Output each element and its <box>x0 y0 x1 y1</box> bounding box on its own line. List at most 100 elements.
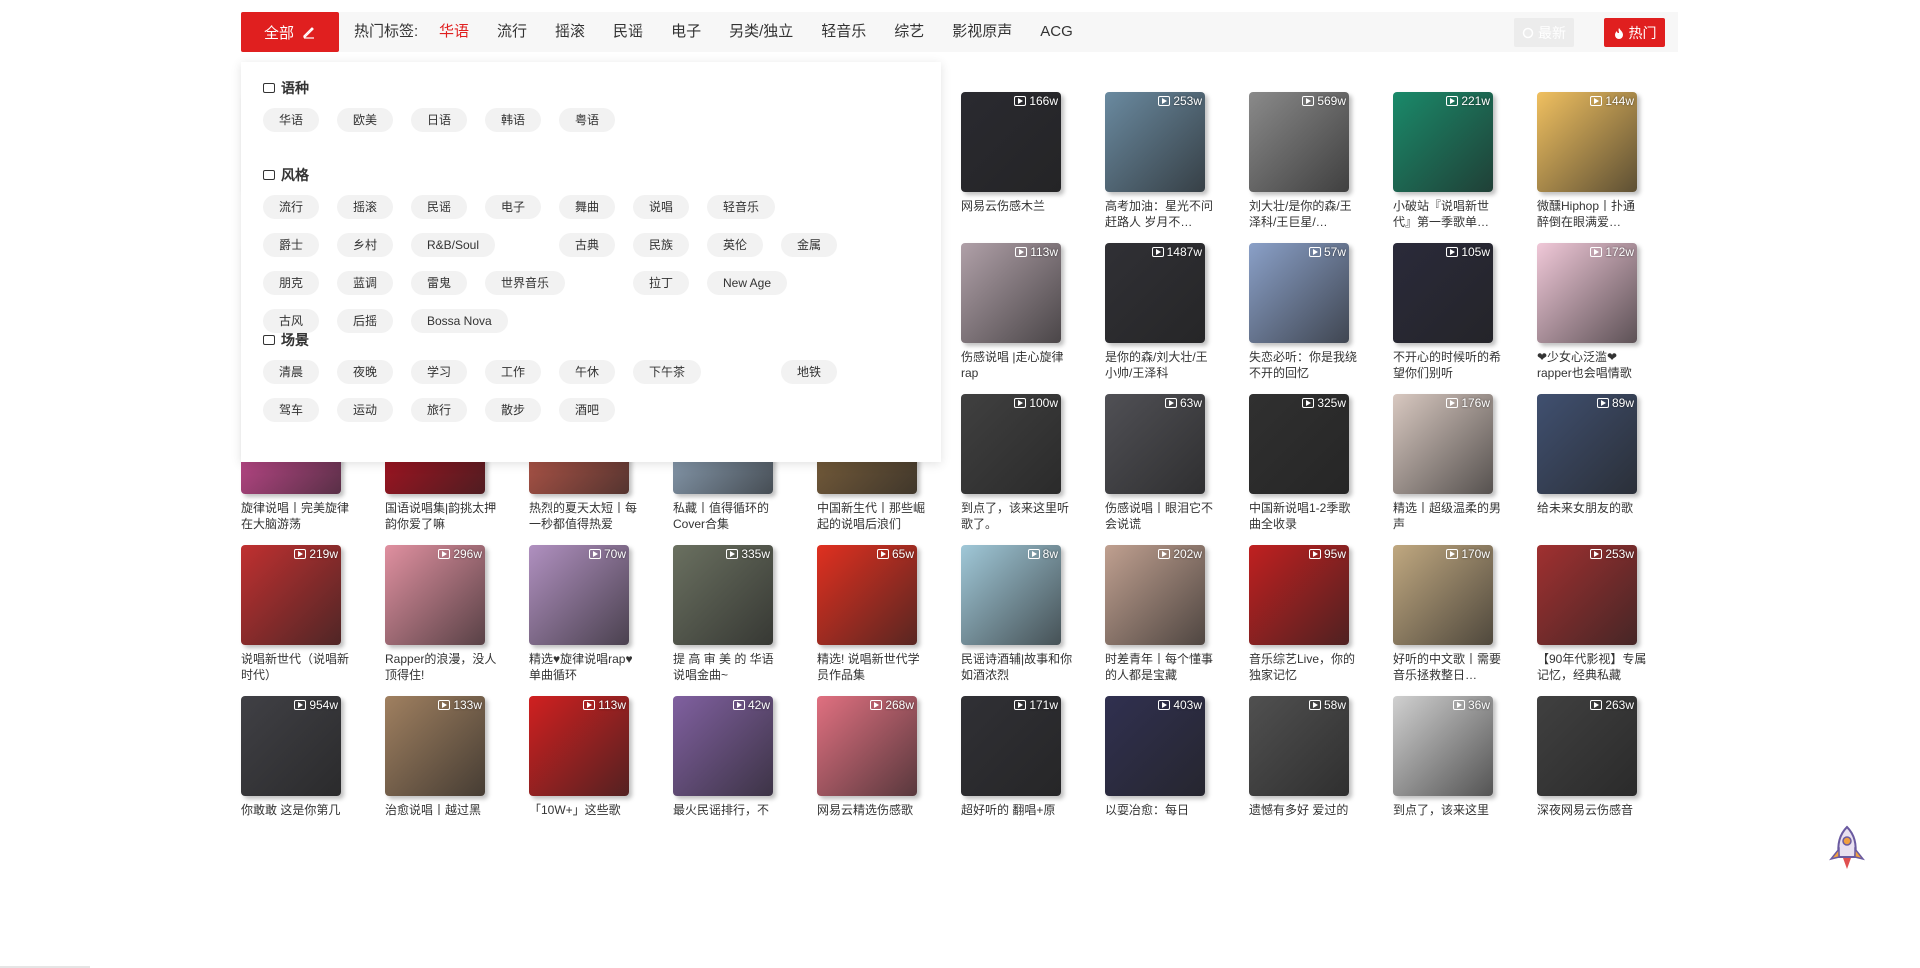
hot-tag-7[interactable]: 综艺 <box>894 23 925 40</box>
playlist-title[interactable]: 给未来女朋友的歌 <box>1537 501 1634 515</box>
category-tag[interactable]: 古典 <box>559 233 616 257</box>
playlist-cover[interactable]: 113w <box>961 243 1061 343</box>
playlist-title[interactable]: 刘大壮/是你的森/王泽科/王巨星/… <box>1249 199 1352 229</box>
playlist-title[interactable]: 中国新生代丨那些崛起的说唱后浪们 <box>817 501 926 531</box>
playlist-title[interactable]: 精选! 说唱新世代学员作品集 <box>817 652 920 682</box>
category-tag[interactable]: 电子 <box>485 195 542 219</box>
playlist-card[interactable]: 1487w 是你的森/刘大壮/王小帅/王泽科 <box>1105 243 1208 381</box>
playlist-cover[interactable]: 170w <box>1393 545 1493 645</box>
playlist-title[interactable]: 精选♥旋律说唱rap♥单曲循环 <box>529 652 633 682</box>
category-tag[interactable]: 爵士 <box>263 233 320 257</box>
playlist-card[interactable]: 335w 提 高 审 美 的 华语说唱金曲~ <box>673 545 774 683</box>
playlist-title[interactable]: 你敢敢 这是你第几 <box>241 803 341 817</box>
playlist-card[interactable]: 166w 网易云伤感木兰 <box>961 92 1061 230</box>
category-tag[interactable]: 舞曲 <box>559 195 616 219</box>
playlist-cover[interactable]: 1487w <box>1105 243 1205 343</box>
category-tag[interactable]: 地铁 <box>781 360 838 384</box>
playlist-title[interactable]: 中国新说唱1-2季歌曲全收录 <box>1249 501 1351 531</box>
playlist-title[interactable]: 提 高 审 美 的 华语说唱金曲~ <box>673 652 774 682</box>
playlist-title[interactable]: 小破站『说唱新世代』第一季歌单… <box>1393 199 1490 229</box>
category-tag[interactable]: 乡村 <box>337 233 394 257</box>
playlist-cover[interactable]: 63w <box>1105 394 1205 494</box>
playlist-card[interactable]: 105w 不开心的时候听的希望你们别听 <box>1393 243 1501 381</box>
playlist-cover[interactable]: 219w <box>241 545 341 645</box>
playlist-card[interactable]: 253w 高考加油：星光不问赶路人 岁月不… <box>1105 92 1213 230</box>
category-tag[interactable]: 流行 <box>263 195 320 219</box>
newest-button[interactable]: 最新 <box>1514 18 1574 47</box>
category-tag[interactable]: 旅行 <box>411 398 468 422</box>
category-tag[interactable]: 金属 <box>781 233 838 257</box>
hot-tag-3[interactable]: 民谣 <box>613 23 644 40</box>
playlist-cover[interactable]: 95w <box>1249 545 1349 645</box>
playlist-cover[interactable]: 253w <box>1105 92 1205 192</box>
category-tag[interactable]: 轻音乐 <box>707 195 776 219</box>
category-tag[interactable]: 工作 <box>485 360 542 384</box>
playlist-card[interactable]: 403w 以耍冶愈：每日 <box>1105 696 1205 834</box>
playlist-title[interactable]: Rapper的浪漫，没人顶得住! <box>385 652 497 682</box>
category-tag[interactable]: 朋克 <box>263 271 320 295</box>
playlist-card[interactable]: 144w 微醺Hiphop丨扑通 醉倒在眼满爱… <box>1537 92 1637 230</box>
category-tag[interactable]: 夜晚 <box>337 360 394 384</box>
hot-tag-0[interactable]: 华语 <box>439 23 470 40</box>
playlist-card[interactable]: 176w 精选丨超级温柔的男声 <box>1393 394 1501 532</box>
playlist-title[interactable]: 到点了，该来这里听歌了。 <box>961 501 1070 531</box>
playlist-card[interactable]: 569w 刘大壮/是你的森/王泽科/王巨星/… <box>1249 92 1352 230</box>
category-tag[interactable]: 驾车 <box>263 398 320 422</box>
playlist-title[interactable]: 以耍冶愈：每日 <box>1105 803 1190 817</box>
playlist-card[interactable]: 219w 说唱新世代（说唱新时代） <box>241 545 349 683</box>
playlist-card[interactable]: 63w 伤感说唱丨眼泪它不会说谎 <box>1105 394 1213 532</box>
hot-button[interactable]: 热门 <box>1604 18 1665 47</box>
playlist-card[interactable]: 325w 中国新说唱1-2季歌曲全收录 <box>1249 394 1350 532</box>
playlist-cover[interactable]: 42w <box>673 696 773 796</box>
playlist-card[interactable]: 172w ❤少女心泛滥❤rapper也会唱情歌 <box>1537 243 1637 381</box>
playlist-cover[interactable]: 57w <box>1249 243 1349 343</box>
playlist-title[interactable]: 最火民谣排行，不 <box>673 803 770 817</box>
playlist-cover[interactable]: 36w <box>1393 696 1493 796</box>
playlist-title[interactable]: 到点了，该来这里 <box>1393 803 1490 817</box>
playlist-title[interactable]: 民谣诗酒辅|故事和你 如酒浓烈 <box>961 652 1073 682</box>
playlist-title[interactable]: 高考加油：星光不问赶路人 岁月不… <box>1105 199 1214 229</box>
playlist-cover[interactable]: 100w <box>961 394 1061 494</box>
playlist-title[interactable]: 网易云精选伤感歌 <box>817 803 914 817</box>
playlist-cover[interactable]: 58w <box>1249 696 1349 796</box>
category-tag[interactable]: 欧美 <box>337 108 394 132</box>
playlist-title[interactable]: 深夜网易云伤感音 <box>1537 803 1634 817</box>
category-tag[interactable]: 散步 <box>485 398 542 422</box>
playlist-cover[interactable]: 166w <box>961 92 1061 192</box>
playlist-card[interactable]: 263w 深夜网易云伤感音 <box>1537 696 1637 834</box>
category-tag[interactable]: 学习 <box>411 360 468 384</box>
playlist-title[interactable]: 微醺Hiphop丨扑通 醉倒在眼满爱… <box>1537 199 1636 229</box>
playlist-cover[interactable]: 176w <box>1393 394 1493 494</box>
playlist-cover[interactable]: 89w <box>1537 394 1637 494</box>
playlist-card[interactable]: 171w 超好听的 翻唱+原 <box>961 696 1061 834</box>
category-tag[interactable]: 后摇 <box>337 309 394 333</box>
category-tag[interactable]: 世界音乐 <box>485 271 566 295</box>
playlist-cover[interactable]: 65w <box>817 545 917 645</box>
playlist-cover[interactable]: 172w <box>1537 243 1637 343</box>
playlist-card[interactable]: 170w 好听的中文歌丨需要音乐拯救整日… <box>1393 545 1501 683</box>
playlist-title[interactable]: 伤感说唱丨眼泪它不会说谎 <box>1105 501 1214 531</box>
playlist-card[interactable]: 253w 【90年代影视】专属记忆，经典私藏 <box>1537 545 1646 683</box>
playlist-card[interactable]: 42w 最火民谣排行，不 <box>673 696 773 834</box>
playlist-title[interactable]: 私藏丨值得循环的Cover合集 <box>673 501 770 531</box>
hot-tag-2[interactable]: 摇滚 <box>555 23 586 40</box>
category-tag[interactable]: Bossa Nova <box>411 309 508 333</box>
playlist-card[interactable]: 296w Rapper的浪漫，没人顶得住! <box>385 545 496 683</box>
playlist-cover[interactable]: 8w <box>961 545 1061 645</box>
playlist-title[interactable]: 网易云伤感木兰 <box>961 199 1046 213</box>
playlist-title[interactable]: 遗憾有多好 爱过的 <box>1249 803 1349 817</box>
playlist-card[interactable]: 70w 精选♥旋律说唱rap♥单曲循环 <box>529 545 633 683</box>
playlist-card[interactable]: 57w 失恋必听：你是我绕不开的回忆 <box>1249 243 1357 381</box>
playlist-title[interactable]: 说唱新世代（说唱新时代） <box>241 652 350 682</box>
playlist-cover[interactable]: 268w <box>817 696 917 796</box>
playlist-card[interactable]: 113w 伤感说唱 |走心旋律rap <box>961 243 1063 381</box>
playlist-card[interactable]: 89w 给未来女朋友的歌 <box>1537 394 1637 532</box>
hot-tag-9[interactable]: ACG <box>1040 23 1073 40</box>
playlist-title[interactable]: 「10W+」这些歌 <box>529 803 621 817</box>
playlist-card[interactable]: 954w 你敢敢 这是你第几 <box>241 696 341 834</box>
playlist-title[interactable]: 时差青年丨每个懂事的人都是宝藏 <box>1105 652 1214 682</box>
playlist-card[interactable]: 133w 治愈说唱丨越过黑 <box>385 696 485 834</box>
category-tag[interactable]: 雷鬼 <box>411 271 468 295</box>
hot-tag-5[interactable]: 另类/独立 <box>729 23 794 40</box>
horizontal-scrollbar[interactable] <box>0 966 90 968</box>
